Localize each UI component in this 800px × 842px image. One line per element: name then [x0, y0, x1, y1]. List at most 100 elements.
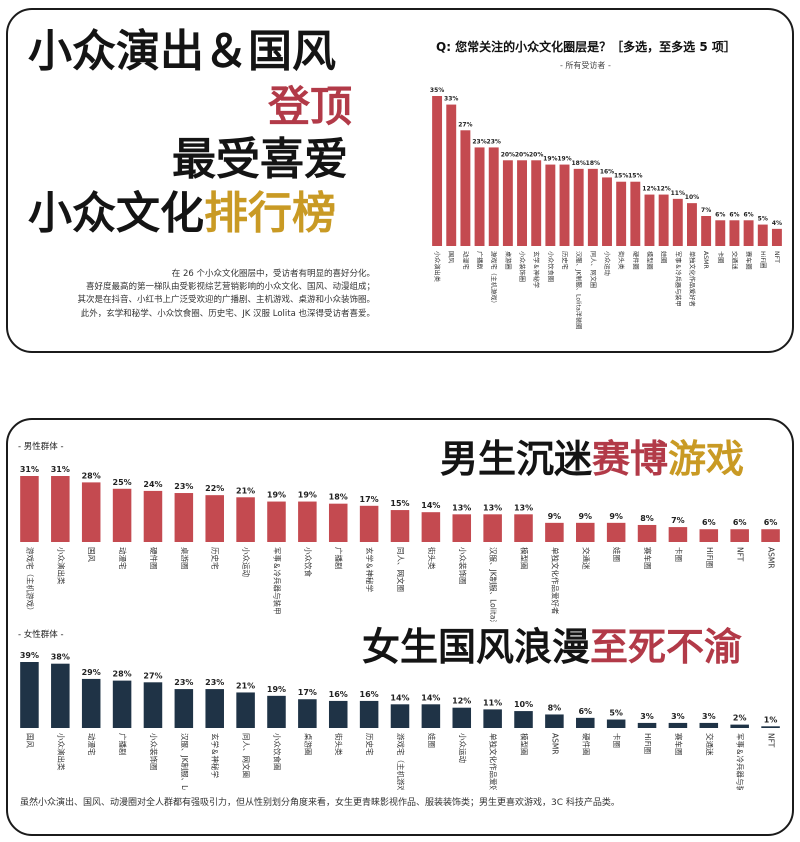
female-headline-part-b: 至死不渝: [590, 625, 743, 669]
value-label: 19%: [267, 491, 286, 500]
value-label: 8%: [548, 703, 562, 712]
category-label: 卡圈: [674, 547, 684, 562]
bar: [298, 501, 317, 542]
top-panel: [6, 8, 794, 353]
value-label: 13%: [514, 503, 533, 512]
bar: [390, 704, 410, 728]
bar: [573, 168, 584, 246]
value-label: 6%: [729, 211, 739, 218]
value-label: 16%: [329, 690, 348, 699]
bar: [545, 522, 564, 542]
category-label: 硬件圈: [149, 547, 159, 570]
category-label: HiFi圈: [705, 547, 714, 568]
bar: [51, 476, 70, 542]
bar: [205, 495, 224, 542]
value-label: 10%: [685, 194, 699, 201]
bar: [743, 220, 754, 246]
category-label: ASMR: [767, 547, 776, 569]
bar: [143, 682, 163, 728]
value-label: 39%: [20, 651, 39, 660]
female-headline: 女生国风浪漫至死不渝: [362, 628, 742, 666]
bar: [517, 160, 527, 246]
bar: [514, 711, 533, 728]
intro-line: 此外，玄学和秘学、小众饮食圈、历史宅、JK 汉服 Lolita 也深得受访者喜爱…: [80, 308, 375, 319]
category-label: 汉服、JK制服、Lolita洋装圈: [489, 547, 499, 622]
value-label: 17%: [360, 495, 379, 504]
value-label: 12%: [642, 186, 656, 193]
value-label: 23%: [174, 482, 193, 491]
headline-line4-part-a: 小众文化: [28, 188, 204, 239]
category-label: 军事＆冷兵器与装甲: [736, 733, 746, 790]
question-title: Q: 您常关注的小众文化圈层是？［多选，至多选 5 项］: [436, 40, 736, 54]
bar: [761, 726, 780, 728]
category-label: 街头类: [427, 547, 437, 570]
value-label: 7%: [701, 207, 711, 214]
value-label: 18%: [571, 160, 585, 167]
value-label: 6%: [744, 211, 754, 218]
value-label: 15%: [390, 499, 409, 508]
value-label: 38%: [51, 653, 70, 662]
value-label: 33%: [444, 96, 458, 103]
value-label: 11%: [483, 698, 502, 707]
category-label: 国风: [87, 547, 96, 562]
category-label: 娃圈: [427, 733, 437, 748]
value-label: 21%: [236, 486, 255, 495]
category-label: 小众装饰圈: [458, 547, 468, 585]
headline-line3: 最受喜爱: [172, 134, 348, 185]
bar: [531, 160, 542, 246]
value-label: 15%: [628, 173, 642, 180]
value-label: 9%: [609, 512, 623, 521]
category-label: 小众饮食圈: [546, 251, 554, 282]
category-label: 桌游圈: [504, 251, 512, 270]
category-label: ASMR: [702, 251, 709, 269]
value-label: 14%: [421, 693, 440, 702]
value-label: 16%: [600, 168, 614, 175]
value-label: 18%: [329, 493, 348, 502]
category-label: 小众演出类: [56, 733, 66, 771]
category-label: 小众饮食圈: [272, 733, 282, 771]
intro-line: 喜好度最高的第一梯队由受影视综艺营销影响的小众文化、国风、动漫组成；: [85, 282, 375, 293]
bar: [715, 220, 726, 246]
bar: [761, 529, 780, 542]
bar: [644, 194, 655, 246]
value-label: 1%: [764, 715, 778, 724]
bar: [606, 719, 626, 728]
category-label: 动漫宅: [87, 733, 97, 756]
category-label: 街头类: [617, 251, 625, 270]
bar: [483, 709, 502, 728]
category-label: 赛车圈: [745, 251, 753, 270]
bar: [328, 503, 348, 542]
bar: [699, 529, 719, 542]
value-label: 18%: [586, 160, 600, 167]
value-label: 27%: [458, 121, 472, 128]
value-label: 5%: [758, 216, 768, 223]
bar: [236, 497, 255, 542]
category-label: HiFi圈: [643, 733, 652, 754]
category-label: 小众饮食: [303, 547, 313, 577]
headline-line4: 小众文化排行榜: [28, 192, 336, 236]
value-label: 14%: [390, 693, 409, 702]
category-label: 军事＆冷兵器与装甲: [674, 251, 682, 307]
value-label: 23%: [472, 138, 486, 145]
value-label: 6%: [578, 707, 592, 716]
category-label: 小众演出类: [433, 251, 441, 282]
category-label: 卡圈: [716, 251, 724, 263]
intro-text: 在 26 个小众文化圈层中，受访者有明显的喜好分化。 喜好度最高的第一梯队由受影…: [30, 268, 375, 321]
category-label: 模型圈: [520, 733, 530, 756]
category-label: 汉服、JK制服、Lolita洋装圈: [575, 251, 583, 329]
category-label: 国风: [25, 733, 34, 748]
bar: [421, 512, 441, 542]
bar: [576, 717, 595, 728]
category-label: NFT: [736, 547, 745, 562]
value-label: 13%: [483, 503, 502, 512]
bar: [174, 689, 194, 728]
headline-line4-part-b: 排行榜: [204, 188, 336, 239]
category-label: 小众运动: [242, 547, 252, 577]
value-label: 20%: [501, 151, 515, 158]
bar: [637, 722, 657, 728]
value-label: 22%: [205, 484, 224, 493]
female-headline-part-a: 女生国风浪漫: [362, 625, 591, 669]
category-label: 历史宅: [211, 547, 221, 570]
bar: [81, 482, 101, 542]
value-label: 23%: [205, 678, 224, 687]
